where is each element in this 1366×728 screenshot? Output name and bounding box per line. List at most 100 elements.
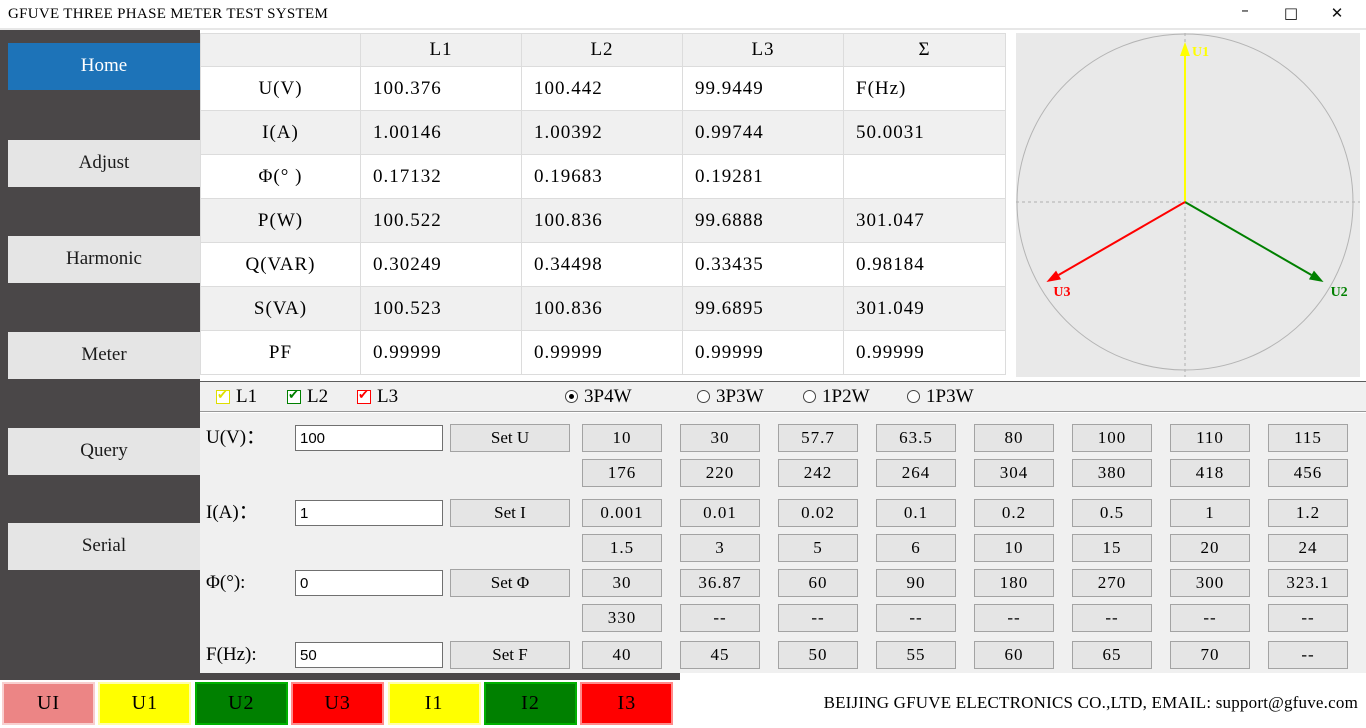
table-row: Φ(° ) 0.17132 0.19683 0.19281 (200, 154, 1006, 199)
preset-button-i-0.5[interactable]: 0.5 (1072, 499, 1152, 527)
channel-button-u3[interactable]: U3 (291, 682, 385, 725)
preset-button-i-3[interactable]: 3 (680, 534, 760, 562)
sidebar-item-home[interactable]: Home (8, 43, 200, 90)
preset-button-f-40[interactable]: 40 (582, 641, 662, 669)
sidebar-item-meter[interactable]: Meter (8, 332, 200, 379)
preset-button-i-0.1[interactable]: 0.1 (876, 499, 956, 527)
sidebar-item-query[interactable]: Query (8, 428, 200, 475)
phasor-svg: U1 U2 U3 (1016, 33, 1360, 377)
preset-button-phi---[interactable]: -- (680, 604, 760, 632)
preset-button-i-20[interactable]: 20 (1170, 534, 1250, 562)
wiring-radio-1p2w[interactable]: 1P2W (803, 382, 870, 411)
preset-button-phi-270[interactable]: 270 (1072, 569, 1152, 597)
measurement-cell: 0.99999 (360, 330, 522, 375)
measurement-cell: 0.99744 (682, 110, 844, 155)
preset-button-i-0.2[interactable]: 0.2 (974, 499, 1054, 527)
radio-label: 1P3W (926, 385, 974, 407)
preset-button-phi-330[interactable]: 330 (582, 604, 662, 632)
preset-button-f-60[interactable]: 60 (974, 641, 1054, 669)
preset-row: 10 30 57.7 63.5 80 100 110 115 (582, 424, 1348, 452)
close-button[interactable]: ✕ (1330, 4, 1344, 22)
preset-button-f-45[interactable]: 45 (680, 641, 760, 669)
set-phi-button[interactable]: Set Φ (450, 569, 570, 597)
preset-button-i-1.2[interactable]: 1.2 (1268, 499, 1348, 527)
preset-button-phi---[interactable]: -- (876, 604, 956, 632)
window-title: GFUVE THREE PHASE METER TEST SYSTEM (8, 6, 329, 22)
preset-button-phi---[interactable]: -- (778, 604, 858, 632)
wiring-radio-3p3w[interactable]: 3P3W (697, 382, 764, 411)
wiring-radio-3p4w[interactable]: 3P4W (565, 382, 632, 411)
sidebar-item-harmonic[interactable]: Harmonic (8, 236, 200, 283)
f-input[interactable] (295, 642, 443, 668)
preset-button-u-80[interactable]: 80 (974, 424, 1054, 452)
preset-button-phi-60[interactable]: 60 (778, 569, 858, 597)
preset-button-u-456[interactable]: 456 (1268, 459, 1348, 487)
row-label: Φ(° ) (200, 154, 361, 199)
preset-button-f-70[interactable]: 70 (1170, 641, 1250, 669)
phase-checkbox-l1[interactable]: ✔ L1 (216, 382, 257, 411)
preset-button-phi---[interactable]: -- (1072, 604, 1152, 632)
preset-button-u-304[interactable]: 304 (974, 459, 1054, 487)
preset-button-u-115[interactable]: 115 (1268, 424, 1348, 452)
preset-button-phi---[interactable]: -- (1268, 604, 1348, 632)
channel-button-u1[interactable]: U1 (98, 682, 192, 725)
u-input[interactable] (295, 425, 443, 451)
preset-button-i-6[interactable]: 6 (876, 534, 956, 562)
preset-button-phi-300[interactable]: 300 (1170, 569, 1250, 597)
preset-button-phi-36.87[interactable]: 36.87 (680, 569, 760, 597)
preset-button-u-57.7[interactable]: 57.7 (778, 424, 858, 452)
radio-label: 1P2W (822, 385, 870, 407)
channel-button-i1[interactable]: I1 (387, 682, 481, 725)
sidebar-item-adjust[interactable]: Adjust (8, 140, 200, 187)
preset-button-phi-90[interactable]: 90 (876, 569, 956, 597)
set-u-button[interactable]: Set U (450, 424, 570, 452)
channel-button-u2[interactable]: U2 (194, 682, 288, 725)
channel-button-i3[interactable]: I3 (580, 682, 674, 725)
set-i-button[interactable]: Set I (450, 499, 570, 527)
i-input[interactable] (295, 500, 443, 526)
phase-checkbox-l2[interactable]: ✔ L2 (287, 382, 328, 411)
wiring-radio-1p3w[interactable]: 1P3W (907, 382, 974, 411)
preset-button-i-15[interactable]: 15 (1072, 534, 1152, 562)
preset-button-phi-323.1[interactable]: 323.1 (1268, 569, 1348, 597)
table-row: I(A) 1.00146 1.00392 0.99744 50.0031 (200, 110, 1006, 155)
preset-button-phi---[interactable]: -- (1170, 604, 1250, 632)
preset-button-i-1[interactable]: 1 (1170, 499, 1250, 527)
preset-button-u-264[interactable]: 264 (876, 459, 956, 487)
phi-input[interactable] (295, 570, 443, 596)
preset-button-f-65[interactable]: 65 (1072, 641, 1152, 669)
preset-button-f-50[interactable]: 50 (778, 641, 858, 669)
phase-checkbox-l3[interactable]: ✔ L3 (357, 382, 398, 411)
preset-button-i-10[interactable]: 10 (974, 534, 1054, 562)
phase-select-bar: ✔ L1 ✔ L2 ✔ L3 3P4W 3P3W 1P2W 1P3W (200, 381, 1366, 412)
preset-button-i-0.001[interactable]: 0.001 (582, 499, 662, 527)
preset-button-i-5[interactable]: 5 (778, 534, 858, 562)
preset-button-u-176[interactable]: 176 (582, 459, 662, 487)
preset-button-u-242[interactable]: 242 (778, 459, 858, 487)
measurement-cell: 0.33435 (682, 242, 844, 287)
channel-button-i2[interactable]: I2 (484, 682, 577, 725)
minimize-button[interactable]: – (1241, 1, 1249, 19)
preset-button-u-30[interactable]: 30 (680, 424, 760, 452)
channel-button-ui[interactable]: UI (2, 682, 95, 725)
preset-button-phi-180[interactable]: 180 (974, 569, 1054, 597)
preset-button-i-0.01[interactable]: 0.01 (680, 499, 760, 527)
preset-button-u-10[interactable]: 10 (582, 424, 662, 452)
set-f-button[interactable]: Set F (450, 641, 570, 669)
preset-button-phi---[interactable]: -- (974, 604, 1054, 632)
preset-button-phi-30[interactable]: 30 (582, 569, 662, 597)
sidebar-item-serial[interactable]: Serial (8, 523, 200, 570)
preset-button-u-110[interactable]: 110 (1170, 424, 1250, 452)
preset-button-f---[interactable]: -- (1268, 641, 1348, 669)
window-controls: – □ ✕ (1222, 0, 1360, 28)
preset-button-i-0.02[interactable]: 0.02 (778, 499, 858, 527)
preset-button-i-24[interactable]: 24 (1268, 534, 1348, 562)
preset-button-u-220[interactable]: 220 (680, 459, 760, 487)
preset-button-f-55[interactable]: 55 (876, 641, 956, 669)
maximize-button[interactable]: □ (1283, 4, 1299, 22)
preset-button-u-63.5[interactable]: 63.5 (876, 424, 956, 452)
preset-button-u-380[interactable]: 380 (1072, 459, 1152, 487)
preset-button-i-1.5[interactable]: 1.5 (582, 534, 662, 562)
preset-button-u-100[interactable]: 100 (1072, 424, 1152, 452)
preset-button-u-418[interactable]: 418 (1170, 459, 1250, 487)
